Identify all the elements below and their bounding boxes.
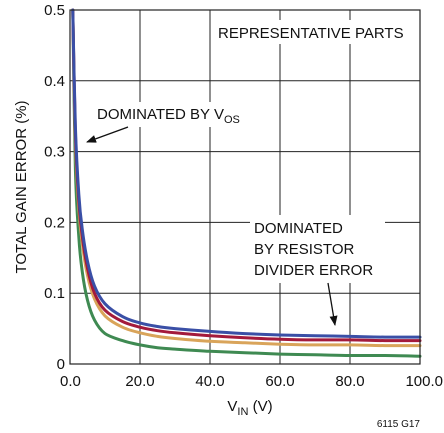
- y-axis-label: TOTAL GAIN ERROR (%): [13, 100, 30, 273]
- annotation-representative-parts-text: REPRESENTATIVE PARTS: [218, 25, 404, 42]
- annotation-divider-line-3: DIVIDER ERROR: [254, 262, 373, 279]
- series-line: [71, 8, 422, 348]
- series-curves: [71, 8, 422, 358]
- series-line: [71, 8, 422, 343]
- annotation-representative-parts: REPRESENTATIVE PARTS: [214, 20, 410, 44]
- annotation-vos-text: DOMINATED BY VOS: [97, 106, 240, 126]
- series-line: [71, 8, 422, 358]
- y-tick-label: 0: [57, 356, 65, 373]
- x-tick-label: 60.0: [265, 373, 294, 390]
- annotation-divider-arrow: [327, 282, 338, 326]
- y-tick-label: 0.1: [44, 285, 65, 302]
- figure-code: 6115 G17: [377, 419, 421, 430]
- y-tick-label: 0.4: [44, 73, 65, 90]
- grid-lines: [69, 9, 421, 365]
- x-axis-label-subscript: IN: [237, 406, 248, 418]
- annotation-background: [214, 20, 410, 44]
- annotation-background: [250, 215, 385, 283]
- annotation-background: [93, 102, 255, 127]
- plot-frame: [69, 9, 421, 365]
- y-tick-label: 0.2: [44, 214, 65, 231]
- y-tick-label: 0.3: [44, 144, 65, 161]
- annotation-vos-arrow: [86, 126, 129, 143]
- annotation-divider-line-2: BY RESISTOR: [254, 241, 354, 258]
- y-tick-label: 0.5: [44, 2, 65, 19]
- x-tick-labels: 0.0 20.0 40.0 60.0 80.0 100.0: [60, 373, 443, 390]
- x-tick-label: 20.0: [125, 373, 154, 390]
- y-tick-labels: 0 0.1 0.2 0.3 0.4 0.5: [44, 2, 65, 373]
- x-tick-label: 80.0: [335, 373, 364, 390]
- annotation-vos-prefix: DOMINATED BY V: [97, 106, 224, 123]
- annotation-divider-error: DOMINATED BY RESISTOR DIVIDER ERROR: [250, 215, 385, 326]
- x-tick-label: 40.0: [195, 373, 224, 390]
- series-line: [71, 8, 422, 339]
- annotation-divider-line-1: DOMINATED: [254, 220, 343, 237]
- x-axis-label-unit: (V): [248, 398, 272, 415]
- x-axis-label-main: V: [227, 398, 237, 415]
- x-tick-label: 0.0: [60, 373, 81, 390]
- annotation-dominated-by-vos: DOMINATED BY VOS: [86, 102, 255, 143]
- annotation-vos-subscript: OS: [224, 114, 240, 126]
- x-tick-label: 100.0: [405, 373, 443, 390]
- x-axis-label: VIN (V): [227, 398, 272, 418]
